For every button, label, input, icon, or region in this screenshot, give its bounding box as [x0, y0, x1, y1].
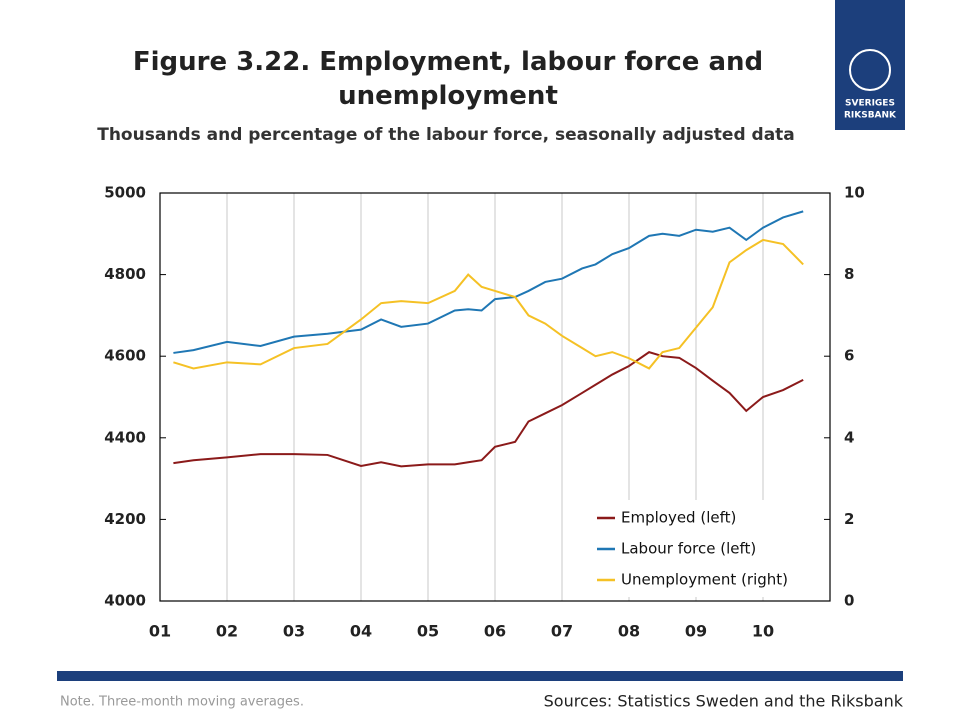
y2-tick-label: 2: [844, 510, 854, 528]
y-tick-label: 4000: [104, 592, 146, 610]
y-tick-label: 4800: [104, 265, 146, 283]
note: Note. Three-month moving averages.: [60, 695, 304, 710]
x-tick-label: 02: [216, 622, 238, 641]
series-line: [173, 210, 804, 354]
y2-tick-label: 10: [844, 184, 865, 202]
chart-title: Figure 3.22. Employment, labour force an…: [133, 47, 763, 111]
x-tick-label: 01: [149, 622, 171, 641]
x-tick-label: 05: [417, 622, 439, 641]
source: Sources: Statistics Sweden and the Riksb…: [544, 692, 904, 711]
logo: [835, 0, 905, 130]
x-tick-label: 08: [618, 622, 640, 641]
x-tick-label: 03: [283, 622, 305, 641]
y-tick-label: 5000: [104, 184, 146, 202]
y2-tick-label: 0: [844, 592, 854, 610]
plot-frame: [159, 192, 831, 602]
legend-label: Unemployment (right): [621, 571, 788, 589]
x-tick-label: 06: [484, 622, 506, 641]
y2-tick-label: 4: [844, 428, 854, 446]
y-tick-label: 4200: [104, 510, 146, 528]
series-line: [173, 351, 804, 468]
footer-bar: [57, 671, 903, 681]
chart-subtitle: Thousands and percentage of the labour f…: [97, 125, 795, 145]
x-tick-label: 07: [551, 622, 573, 641]
logo-text: SVERIGES: [845, 99, 895, 109]
y2-tick-label: 8: [844, 265, 854, 283]
logo-text: RIKSBANK: [844, 111, 897, 121]
y-tick-label: 4400: [104, 428, 146, 446]
logo-emblem: [849, 49, 891, 91]
y2-tick-label: 6: [844, 347, 854, 365]
series-line: [173, 238, 804, 370]
legend-label: Employed (left): [621, 509, 736, 527]
x-tick-label: 10: [752, 622, 774, 641]
x-tick-label: 04: [350, 622, 372, 641]
y-tick-label: 4600: [104, 347, 146, 365]
x-tick-label: 09: [685, 622, 707, 641]
legend-label: Labour force (left): [621, 540, 756, 558]
